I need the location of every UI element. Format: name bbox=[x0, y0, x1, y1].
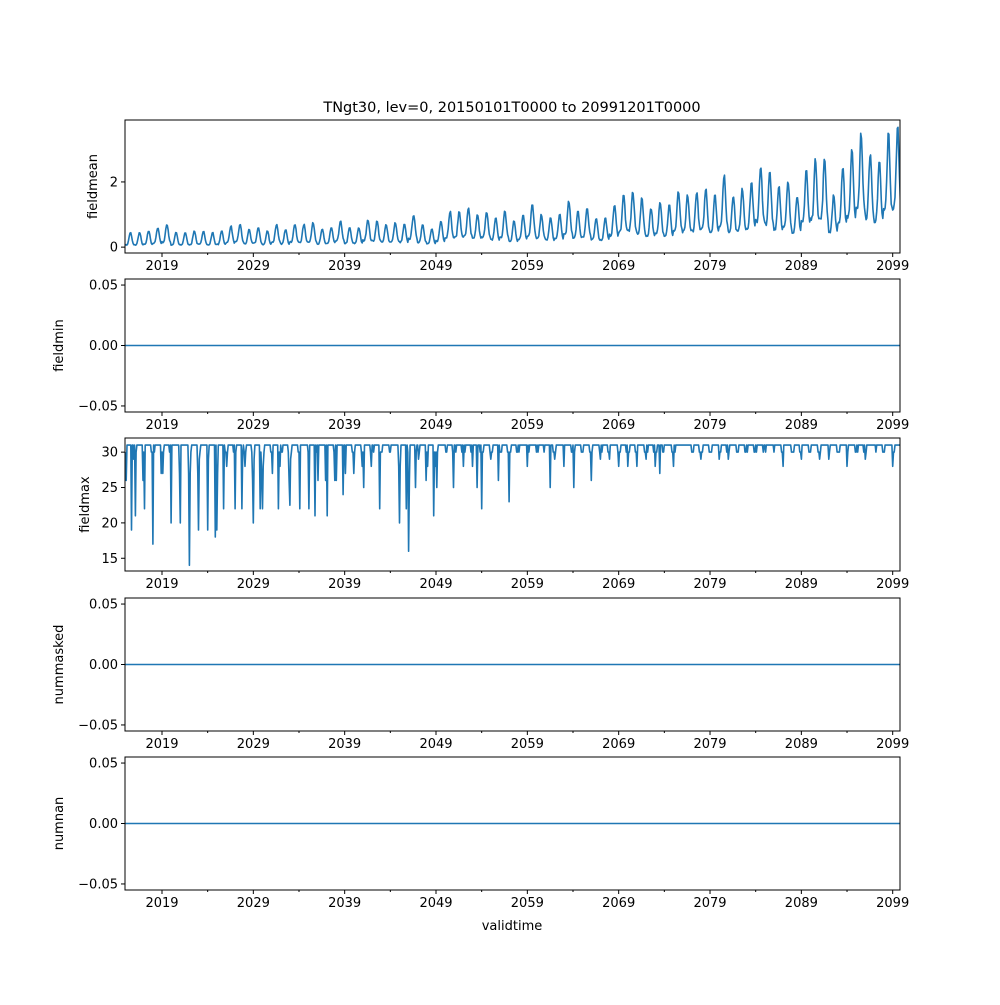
y-axis-label-numnan: numnan bbox=[52, 797, 67, 851]
x-tick-label: 2059 bbox=[511, 259, 544, 274]
x-tick-label: 2049 bbox=[419, 418, 452, 433]
x-tick-label: 2049 bbox=[419, 577, 452, 592]
x-tick-label: 2029 bbox=[237, 896, 270, 911]
series-line-fieldmean bbox=[125, 126, 900, 246]
x-tick-label: 2069 bbox=[602, 418, 635, 433]
series-line-fieldmax bbox=[125, 444, 900, 567]
x-tick-label: 2079 bbox=[693, 418, 726, 433]
axes-frame-fieldmax bbox=[124, 437, 901, 572]
x-tick-label: 2089 bbox=[785, 259, 818, 274]
x-tick-label: 2019 bbox=[145, 418, 178, 433]
x-tick-label: 2019 bbox=[145, 737, 178, 752]
y-tick-label: 0.00 bbox=[89, 658, 118, 673]
x-tick-label: 2069 bbox=[602, 577, 635, 592]
x-tick-label: 2089 bbox=[785, 577, 818, 592]
x-tick-label: 2039 bbox=[328, 259, 361, 274]
y-tick-label: 0 bbox=[110, 241, 118, 256]
y-tick-label: 2 bbox=[110, 175, 118, 190]
y-axis-label-fieldmax: fieldmax bbox=[78, 476, 93, 533]
y-axis-label-nummasked: nummasked bbox=[52, 625, 67, 705]
axes-frame-fieldmean bbox=[124, 119, 901, 254]
x-tick-label: 2069 bbox=[602, 737, 635, 752]
x-tick-label: 2069 bbox=[602, 896, 635, 911]
x-tick-label: 2029 bbox=[237, 577, 270, 592]
x-tick-label: 2099 bbox=[876, 577, 909, 592]
x-tick-label: 2019 bbox=[145, 259, 178, 274]
y-axis-label-fieldmin: fieldmin bbox=[52, 319, 67, 372]
x-tick-label: 2079 bbox=[693, 737, 726, 752]
x-tick-label: 2019 bbox=[145, 896, 178, 911]
x-tick-label: 2069 bbox=[602, 259, 635, 274]
x-tick-label: 2059 bbox=[511, 418, 544, 433]
x-tick-label: 2029 bbox=[237, 737, 270, 752]
y-tick-label: 15 bbox=[101, 552, 118, 567]
x-axis-label: validtime bbox=[482, 919, 543, 934]
y-tick-label: −0.05 bbox=[78, 399, 118, 414]
y-tick-label: 0.00 bbox=[89, 339, 118, 354]
x-tick-label: 2039 bbox=[328, 737, 361, 752]
x-tick-label: 2089 bbox=[785, 418, 818, 433]
x-tick-label: 2099 bbox=[876, 418, 909, 433]
x-tick-label: 2079 bbox=[693, 259, 726, 274]
x-tick-label: 2019 bbox=[145, 577, 178, 592]
x-tick-label: 2039 bbox=[328, 577, 361, 592]
x-tick-label: 2059 bbox=[511, 577, 544, 592]
x-tick-label: 2059 bbox=[511, 896, 544, 911]
x-tick-label: 2039 bbox=[328, 896, 361, 911]
x-tick-label: 2039 bbox=[328, 418, 361, 433]
x-tick-label: 2029 bbox=[237, 418, 270, 433]
y-tick-label: 0.00 bbox=[89, 817, 118, 832]
y-tick-label: −0.05 bbox=[78, 877, 118, 892]
y-tick-label: 20 bbox=[101, 516, 118, 531]
y-tick-label: 0.05 bbox=[89, 279, 118, 294]
x-tick-label: 2089 bbox=[785, 896, 818, 911]
x-tick-label: 2059 bbox=[511, 737, 544, 752]
y-tick-label: 0.05 bbox=[89, 757, 118, 772]
x-tick-label: 2049 bbox=[419, 737, 452, 752]
y-tick-label: 25 bbox=[101, 481, 118, 496]
y-tick-label: 30 bbox=[101, 446, 118, 461]
y-tick-label: 0.05 bbox=[89, 598, 118, 613]
x-tick-label: 2079 bbox=[693, 577, 726, 592]
chart-title: TNgt30, lev=0, 20150101T0000 to 20991201… bbox=[322, 100, 700, 116]
y-axis-label-fieldmean: fieldmean bbox=[86, 154, 101, 219]
x-tick-label: 2049 bbox=[419, 259, 452, 274]
x-tick-label: 2079 bbox=[693, 896, 726, 911]
x-tick-label: 2099 bbox=[876, 896, 909, 911]
y-tick-label: −0.05 bbox=[78, 718, 118, 733]
x-tick-label: 2089 bbox=[785, 737, 818, 752]
x-tick-label: 2099 bbox=[876, 737, 909, 752]
x-tick-label: 2099 bbox=[876, 259, 909, 274]
x-tick-label: 2049 bbox=[419, 896, 452, 911]
x-tick-label: 2029 bbox=[237, 259, 270, 274]
